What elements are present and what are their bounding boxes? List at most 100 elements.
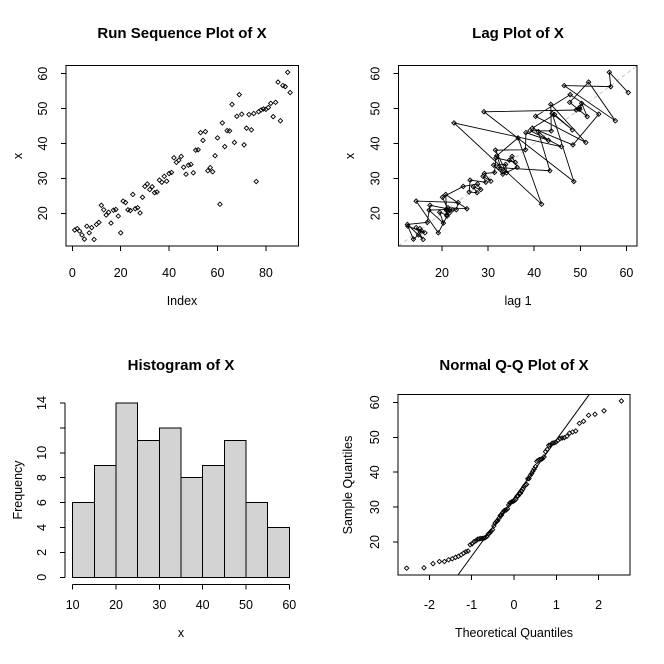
data-point bbox=[212, 152, 218, 159]
data-point bbox=[455, 199, 461, 206]
x-tick-label: 2 bbox=[595, 598, 602, 612]
data-point bbox=[241, 142, 247, 148]
data-point bbox=[154, 189, 160, 195]
histogram-bar bbox=[72, 502, 95, 578]
data-point bbox=[607, 83, 614, 90]
y-tick-label: 60 bbox=[369, 67, 383, 81]
x-tick-label: 20 bbox=[109, 598, 123, 612]
data-point bbox=[190, 169, 197, 176]
data-point bbox=[549, 110, 556, 117]
data-point bbox=[551, 111, 558, 118]
data-point bbox=[499, 168, 506, 175]
data-point bbox=[426, 207, 432, 213]
data-point bbox=[559, 435, 565, 441]
data-point bbox=[618, 398, 625, 404]
data-point bbox=[558, 143, 565, 150]
x-tick-label: 40 bbox=[162, 266, 176, 280]
data-point bbox=[502, 161, 509, 168]
data-point bbox=[435, 230, 442, 236]
data-point bbox=[529, 125, 536, 131]
data-point bbox=[221, 143, 228, 150]
x-tick-label: 20 bbox=[114, 266, 128, 280]
x-tick-label: 60 bbox=[619, 266, 633, 280]
data-point bbox=[424, 219, 431, 226]
data-point bbox=[460, 550, 467, 557]
data-point bbox=[219, 120, 226, 126]
y-tick-label: 20 bbox=[369, 206, 383, 220]
data-point bbox=[548, 128, 555, 134]
histogram-bar bbox=[223, 439, 247, 578]
data-point bbox=[444, 213, 450, 219]
data-point bbox=[168, 169, 175, 176]
data-point bbox=[413, 224, 420, 231]
y-tick-label: 60 bbox=[36, 67, 50, 81]
data-point bbox=[575, 106, 582, 112]
data-point bbox=[163, 178, 170, 185]
data-point bbox=[495, 164, 502, 171]
data-point bbox=[202, 128, 209, 135]
data-point bbox=[538, 456, 544, 463]
x-tick-label: 0 bbox=[511, 598, 518, 612]
data-point bbox=[173, 159, 180, 166]
histogram-ylabel: Frequency bbox=[11, 460, 25, 520]
data-point bbox=[547, 442, 554, 448]
data-point bbox=[146, 186, 153, 193]
data-point bbox=[467, 177, 473, 183]
data-point bbox=[120, 198, 126, 204]
data-point bbox=[76, 228, 83, 234]
run-sequence-plot: 0 20 40 60 80 20 30 40 50 60 Run Sequence Plot of… bbox=[11, 25, 300, 308]
y-tick-label: 50 bbox=[36, 102, 50, 116]
data-point bbox=[139, 194, 146, 201]
data-point bbox=[100, 206, 107, 213]
histogram-bar bbox=[158, 427, 182, 578]
data-point bbox=[238, 111, 245, 118]
data-point bbox=[585, 79, 592, 85]
y-tick-label: 30 bbox=[368, 500, 382, 514]
data-point bbox=[542, 448, 549, 455]
data-point bbox=[535, 128, 542, 135]
data-point bbox=[451, 120, 457, 126]
data-point bbox=[440, 220, 447, 226]
data-point bbox=[578, 100, 585, 107]
data-point bbox=[113, 206, 119, 213]
data-point bbox=[489, 526, 496, 533]
plot-area-lag: 20 30 40 50 60 20 30 40 50 60 bbox=[369, 65, 638, 280]
data-point bbox=[243, 125, 250, 131]
lag-plot: 20 30 40 50 60 20 30 40 50 60 Lag Plot of X lag 1… bbox=[343, 25, 638, 308]
data-point bbox=[439, 194, 446, 201]
data-point bbox=[103, 212, 110, 218]
data-point bbox=[185, 162, 192, 168]
data-point bbox=[418, 228, 425, 234]
x-tick-label: 60 bbox=[211, 266, 225, 280]
data-point bbox=[175, 157, 182, 164]
data-point bbox=[464, 205, 470, 212]
histogram-bar bbox=[267, 527, 290, 578]
data-point bbox=[415, 232, 422, 238]
run-sequence-xlabel: Index bbox=[167, 294, 198, 308]
y-tick-label: 4 bbox=[35, 524, 49, 531]
data-point bbox=[275, 79, 281, 85]
data-point bbox=[576, 104, 583, 111]
data-point bbox=[449, 206, 456, 213]
data-point bbox=[200, 137, 206, 144]
data-point bbox=[403, 565, 410, 572]
data-point bbox=[442, 191, 449, 198]
data-point bbox=[277, 117, 284, 124]
data-point bbox=[229, 101, 235, 108]
data-point bbox=[463, 548, 469, 555]
data-point bbox=[159, 179, 165, 186]
data-point bbox=[571, 178, 577, 185]
data-point bbox=[166, 170, 172, 177]
plot-area-qq: -2 -1 0 1 2 20 30 40 50 60 bbox=[368, 393, 631, 612]
run-sequence-ylabel: x bbox=[11, 152, 25, 159]
data-point bbox=[492, 147, 499, 153]
data-point bbox=[606, 69, 613, 76]
data-point bbox=[509, 153, 515, 160]
data-point bbox=[156, 177, 163, 183]
data-point bbox=[515, 135, 521, 141]
data-point bbox=[236, 91, 243, 98]
data-point bbox=[538, 201, 545, 208]
data-point bbox=[482, 179, 489, 186]
y-tick-label: 40 bbox=[368, 465, 382, 479]
